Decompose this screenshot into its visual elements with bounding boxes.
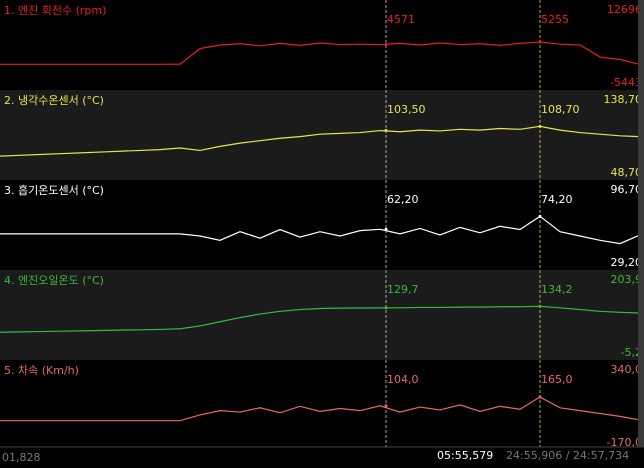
y-tick-label: 48,70 xyxy=(611,166,643,179)
cursor-point xyxy=(384,306,388,310)
panel-title: 4. 엔진오일온도 (°C) xyxy=(4,273,104,287)
cursor-value: 5255 xyxy=(541,13,569,26)
data-line xyxy=(0,305,641,333)
y-tick-label: -5,2 xyxy=(621,346,642,359)
y-tick-label: 96,70 xyxy=(611,183,643,196)
cursor-point xyxy=(538,214,542,218)
cursor-point xyxy=(538,40,542,44)
cursor-point xyxy=(384,129,388,133)
cursor-value: 165,0 xyxy=(541,373,573,386)
cursor-point xyxy=(384,43,388,47)
panel-title: 3. 흡기온도센서 (°C) xyxy=(4,183,104,197)
cursor-value: 4571 xyxy=(387,13,415,26)
footer-cursor-time: 05:55,579 xyxy=(437,449,493,462)
cursor-point xyxy=(538,124,542,128)
y-tick-label: 138,70 xyxy=(604,93,643,106)
panel-background xyxy=(0,270,644,360)
footer-bar xyxy=(0,447,644,468)
cursor-value: 108,70 xyxy=(541,103,580,116)
cursor-point xyxy=(384,227,388,231)
data-line xyxy=(0,215,641,245)
y-tick-label: -5443 xyxy=(610,76,642,89)
cursor-value: 62,20 xyxy=(387,193,419,206)
cursor-point xyxy=(384,404,388,408)
y-tick-label: 12696 xyxy=(607,3,642,16)
panel-background xyxy=(0,180,644,270)
panel-title: 5. 차속 (Km/h) xyxy=(4,364,79,377)
y-tick-label: -170,0 xyxy=(607,436,642,449)
footer-range: 24:55,906 / 24:57,734 xyxy=(506,449,629,462)
cursor-value: 103,50 xyxy=(387,103,426,116)
data-line xyxy=(0,125,641,157)
panel-title: 1. 엔진 회전수 (rpm) xyxy=(4,4,106,17)
cursor-point xyxy=(538,304,542,308)
cursor-value: 104,0 xyxy=(387,373,419,386)
y-tick-label: 203,9 xyxy=(611,273,643,286)
footer-start: 01,828 xyxy=(2,451,41,464)
scroll-strip xyxy=(638,0,644,447)
cursor-value: 129,7 xyxy=(387,283,419,296)
panel-background xyxy=(0,90,644,180)
cursor-point xyxy=(538,395,542,399)
cursor-value: 134,2 xyxy=(541,283,573,296)
y-tick-label: 340,0 xyxy=(611,363,643,376)
data-line xyxy=(0,41,641,65)
panel-background xyxy=(0,0,644,90)
panel-title: 2. 냉각수온센서 (°C) xyxy=(4,94,104,107)
cursor-value: 74,20 xyxy=(541,193,573,206)
y-tick-label: 29,20 xyxy=(611,256,643,269)
panel-background xyxy=(0,360,644,447)
data-line xyxy=(0,396,641,422)
